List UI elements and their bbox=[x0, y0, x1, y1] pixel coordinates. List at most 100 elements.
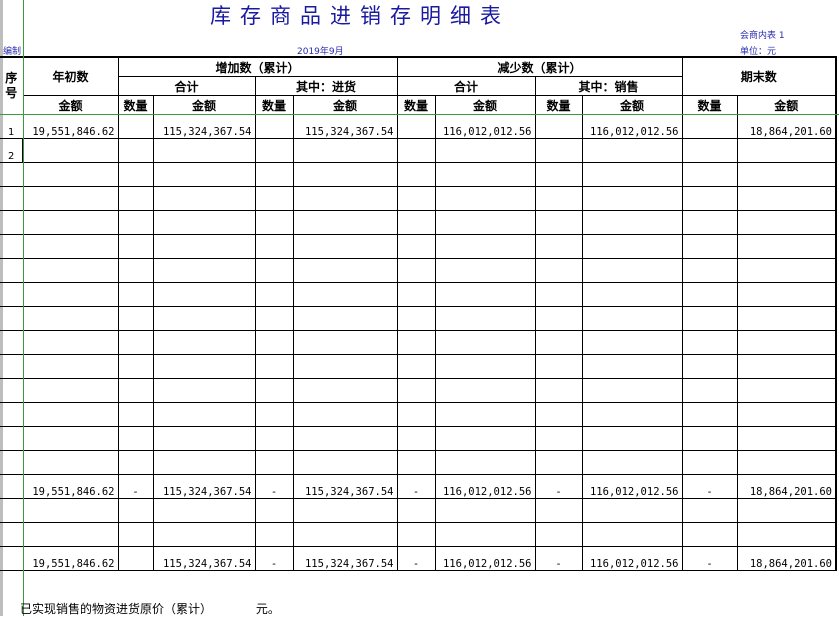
amount-cell[interactable]: 116,012,012.56 bbox=[581, 474, 683, 499]
amount-cell[interactable] bbox=[581, 306, 683, 331]
amount-cell[interactable] bbox=[434, 402, 536, 427]
qty-cell[interactable] bbox=[396, 282, 436, 307]
amount-cell[interactable] bbox=[22, 186, 119, 211]
qty-cell[interactable] bbox=[396, 138, 436, 163]
amount-cell[interactable] bbox=[434, 450, 536, 475]
amount-cell[interactable] bbox=[736, 282, 837, 307]
qty-cell[interactable] bbox=[254, 450, 294, 475]
amount-cell[interactable] bbox=[292, 234, 398, 259]
qty-cell[interactable]: - bbox=[681, 546, 738, 571]
qty-cell[interactable] bbox=[117, 378, 154, 403]
qty-cell[interactable] bbox=[681, 210, 738, 235]
amount-cell[interactable] bbox=[581, 234, 683, 259]
qty-cell[interactable] bbox=[254, 330, 294, 355]
amount-cell[interactable] bbox=[152, 258, 256, 283]
qty-cell[interactable] bbox=[254, 354, 294, 379]
row-seq[interactable] bbox=[0, 354, 24, 379]
qty-cell[interactable] bbox=[254, 378, 294, 403]
amount-cell[interactable] bbox=[434, 354, 536, 379]
row-seq[interactable] bbox=[0, 426, 24, 451]
qty-cell[interactable]: - bbox=[254, 546, 294, 571]
amount-cell[interactable] bbox=[152, 354, 256, 379]
amount-cell[interactable] bbox=[152, 162, 256, 187]
amount-cell[interactable]: 115,324,367.54 bbox=[152, 546, 256, 571]
amount-cell[interactable] bbox=[22, 402, 119, 427]
qty-cell[interactable] bbox=[396, 378, 436, 403]
amount-cell[interactable] bbox=[736, 522, 837, 547]
amount-cell[interactable] bbox=[736, 330, 837, 355]
amount-cell[interactable] bbox=[581, 522, 683, 547]
amount-cell[interactable] bbox=[22, 498, 119, 523]
qty-cell[interactable] bbox=[681, 162, 738, 187]
qty-cell[interactable] bbox=[254, 258, 294, 283]
qty-cell[interactable]: - bbox=[254, 474, 294, 499]
amount-cell[interactable] bbox=[581, 186, 683, 211]
qty-cell[interactable] bbox=[117, 114, 154, 139]
qty-cell[interactable] bbox=[396, 330, 436, 355]
qty-cell[interactable] bbox=[396, 162, 436, 187]
amount-cell[interactable] bbox=[736, 450, 837, 475]
row-seq[interactable] bbox=[0, 450, 24, 475]
qty-cell[interactable]: - bbox=[534, 474, 583, 499]
amount-cell[interactable] bbox=[736, 498, 837, 523]
amount-cell[interactable] bbox=[581, 162, 683, 187]
qty-cell[interactable] bbox=[117, 234, 154, 259]
qty-cell[interactable] bbox=[534, 210, 583, 235]
amount-cell[interactable] bbox=[22, 162, 119, 187]
amount-cell[interactable] bbox=[736, 162, 837, 187]
qty-cell[interactable] bbox=[254, 162, 294, 187]
amount-cell[interactable] bbox=[434, 186, 536, 211]
amount-cell[interactable] bbox=[434, 306, 536, 331]
qty-cell[interactable] bbox=[534, 522, 583, 547]
amount-cell[interactable] bbox=[581, 258, 683, 283]
qty-cell[interactable] bbox=[534, 138, 583, 163]
qty-cell[interactable] bbox=[254, 306, 294, 331]
qty-cell[interactable] bbox=[681, 138, 738, 163]
amount-cell[interactable]: 19,551,846.62 bbox=[22, 546, 119, 571]
amount-cell[interactable] bbox=[736, 210, 837, 235]
qty-cell[interactable] bbox=[396, 186, 436, 211]
amount-cell[interactable] bbox=[292, 258, 398, 283]
amount-cell[interactable] bbox=[434, 282, 536, 307]
qty-cell[interactable] bbox=[254, 114, 294, 139]
qty-cell[interactable] bbox=[117, 522, 154, 547]
amount-cell[interactable]: 116,012,012.56 bbox=[434, 114, 536, 139]
row-seq[interactable] bbox=[0, 330, 24, 355]
amount-cell[interactable] bbox=[152, 186, 256, 211]
qty-cell[interactable] bbox=[534, 258, 583, 283]
qty-cell[interactable] bbox=[117, 282, 154, 307]
qty-cell[interactable] bbox=[117, 258, 154, 283]
qty-cell[interactable] bbox=[117, 306, 154, 331]
qty-cell[interactable] bbox=[396, 402, 436, 427]
qty-cell[interactable] bbox=[396, 426, 436, 451]
amount-cell[interactable]: 18,864,201.60 bbox=[736, 474, 837, 499]
amount-cell[interactable] bbox=[736, 138, 837, 163]
amount-cell[interactable] bbox=[152, 330, 256, 355]
qty-cell[interactable] bbox=[681, 234, 738, 259]
amount-cell[interactable] bbox=[736, 402, 837, 427]
qty-cell[interactable] bbox=[396, 498, 436, 523]
qty-cell[interactable] bbox=[254, 210, 294, 235]
qty-cell[interactable] bbox=[534, 114, 583, 139]
row-seq[interactable] bbox=[0, 162, 24, 187]
qty-cell[interactable] bbox=[254, 498, 294, 523]
qty-cell[interactable] bbox=[396, 306, 436, 331]
qty-cell[interactable] bbox=[534, 378, 583, 403]
amount-cell[interactable] bbox=[292, 306, 398, 331]
qty-cell[interactable] bbox=[254, 522, 294, 547]
amount-cell[interactable] bbox=[581, 330, 683, 355]
amount-cell[interactable] bbox=[292, 186, 398, 211]
amount-cell[interactable]: 115,324,367.54 bbox=[152, 114, 256, 139]
qty-cell[interactable] bbox=[396, 522, 436, 547]
qty-cell[interactable] bbox=[534, 450, 583, 475]
amount-cell[interactable]: 116,012,012.56 bbox=[581, 546, 683, 571]
qty-cell[interactable] bbox=[681, 330, 738, 355]
row-seq[interactable] bbox=[0, 258, 24, 283]
amount-cell[interactable] bbox=[152, 402, 256, 427]
amount-cell[interactable] bbox=[434, 210, 536, 235]
amount-cell[interactable] bbox=[434, 330, 536, 355]
qty-cell[interactable] bbox=[534, 498, 583, 523]
row-seq[interactable] bbox=[0, 474, 24, 499]
amount-cell[interactable] bbox=[292, 354, 398, 379]
row-seq[interactable] bbox=[0, 306, 24, 331]
